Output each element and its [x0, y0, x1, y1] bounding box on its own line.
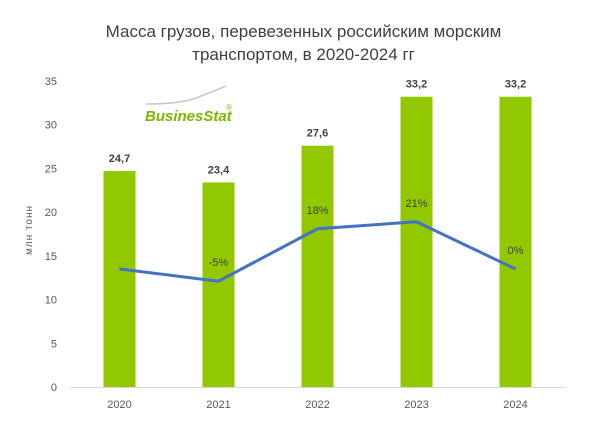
chart-title-line-1: Масса грузов, перевезенных российским мо… — [105, 22, 502, 41]
bar-2021 — [202, 182, 235, 387]
logo-swoosh — [145, 85, 227, 105]
growth-label: 18% — [306, 205, 328, 217]
logo-text: BusinesStat — [145, 108, 233, 125]
bar-2020 — [103, 171, 136, 387]
x-tick-label: 2024 — [503, 399, 527, 411]
data-label: 33,2 — [406, 79, 427, 91]
y-tick-label: 0 — [51, 382, 57, 394]
x-tick-label: 2023 — [404, 399, 428, 411]
y-tick-label: 25 — [45, 163, 57, 175]
x-tick-label: 2022 — [305, 399, 329, 411]
bar-2022 — [301, 145, 334, 387]
data-label: 23,4 — [208, 164, 230, 176]
bar-2024 — [499, 96, 532, 387]
growth-line — [119, 220, 517, 283]
bar-2023 — [400, 96, 433, 387]
businesstat-logo: BusinesStat ® — [145, 85, 233, 125]
data-label: 33,2 — [505, 79, 526, 91]
y-tick-label: 15 — [45, 251, 57, 263]
growth-label: 0% — [508, 245, 524, 257]
chart-title: Масса грузов, перевезенных российским мо… — [0, 20, 607, 66]
y-tick-label: 35 — [45, 76, 57, 88]
y-tick-label: 20 — [45, 207, 57, 219]
growth-label: -5% — [209, 257, 229, 269]
y-tick-label: 5 — [51, 338, 57, 350]
y-tick-label: 10 — [45, 295, 57, 307]
data-label: 24,7 — [109, 153, 130, 165]
x-tick-label: 2020 — [107, 399, 131, 411]
y-tick-label: 30 — [45, 120, 57, 132]
x-tick-label: 2021 — [206, 399, 230, 411]
chart-title-line-2: транспортом, в 2020-2024 гг — [192, 45, 415, 64]
y-axis-label: млн тонн — [24, 205, 35, 255]
data-label: 27,6 — [307, 128, 328, 140]
growth-label: 21% — [405, 198, 427, 210]
logo-mark: ® — [226, 103, 232, 112]
